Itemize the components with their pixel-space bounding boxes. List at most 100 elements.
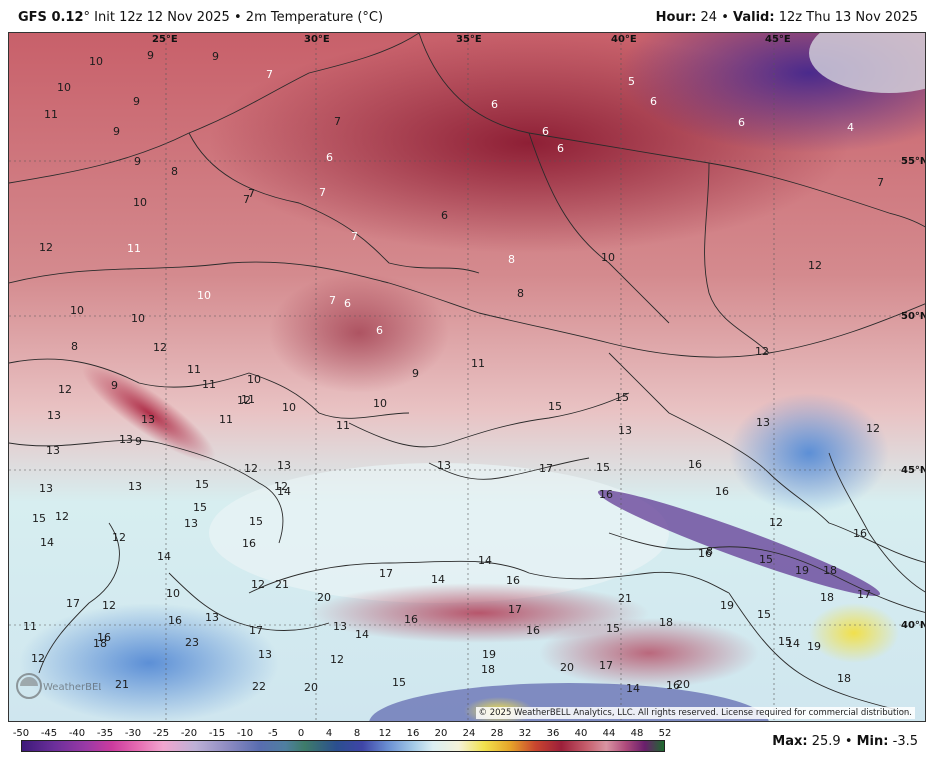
temperature-label: 13 — [184, 517, 198, 530]
temperature-label: 10 — [70, 304, 84, 317]
separator: • — [844, 734, 853, 749]
hour-label: Hour: — [655, 10, 697, 25]
temperature-label: 12 — [102, 599, 116, 612]
temperature-label: 12 — [58, 383, 72, 396]
model-name: GFS 0.12 — [18, 10, 84, 25]
temperature-label: 13 — [437, 459, 451, 472]
temperature-label: 8 — [508, 253, 515, 266]
temperature-label: 16 — [698, 547, 712, 560]
temperature-label: 20 — [676, 678, 690, 691]
temperature-label: 17 — [66, 597, 80, 610]
temperature-label: 21 — [275, 578, 289, 591]
black-sea-field — [209, 463, 669, 603]
temperature-label: 15 — [249, 515, 263, 528]
temperature-label: 12 — [330, 653, 344, 666]
temperature-label: 16 — [506, 574, 520, 587]
temperature-label: 12 — [55, 510, 69, 523]
temperature-label: 20 — [560, 661, 574, 674]
temperature-label: 16 — [666, 679, 680, 692]
temperature-label: 11 — [471, 357, 485, 370]
temperature-label: 6 — [557, 142, 564, 155]
anatolia-warm-region — [309, 583, 649, 643]
temperature-label: 13 — [47, 409, 61, 422]
temperature-label: 16 — [168, 614, 182, 627]
temperature-label: 17 — [379, 567, 393, 580]
max-min-readout: Max: 25.9 • Min: -3.5 — [772, 734, 918, 749]
temperature-label: 12 — [251, 578, 265, 591]
scale-tick: 4 — [325, 728, 333, 739]
scale-tick: 44 — [602, 728, 616, 739]
temperature-label: 14 — [786, 637, 800, 650]
temperature-label: 9 — [113, 125, 120, 138]
temperature-label: 11 — [241, 393, 255, 406]
color-scale: -50 -45 -40 -35 -30 -25 -20 -15 -10 -5 0 4 8 12 16 20 24… — [0, 724, 935, 768]
max-label: Max: — [772, 734, 808, 749]
scale-tick: -40 — [68, 728, 86, 739]
temperature-label: 9 — [412, 367, 419, 380]
temperature-label: 16 — [404, 613, 418, 626]
temperature-label: 17 — [599, 659, 613, 672]
temperature-label: 19 — [807, 640, 821, 653]
scale-tick: 24 — [462, 728, 476, 739]
min-label: Min: — [856, 734, 889, 749]
temperature-label: 18 — [93, 637, 107, 650]
temperature-label: 10 — [89, 55, 103, 68]
min-value: -3.5 — [892, 734, 918, 749]
warm-region-central — [269, 273, 449, 393]
max-value: 25.9 — [811, 734, 841, 749]
temperature-label: 8 — [517, 287, 524, 300]
temperature-label: 12 — [237, 394, 251, 407]
temperature-label: 12 — [769, 516, 783, 529]
temperature-label: 18 — [659, 616, 673, 629]
temperature-label: 12 — [808, 259, 822, 272]
temperature-label: 6 — [542, 125, 549, 138]
country-borders — [9, 33, 925, 714]
temperature-label: 13 — [205, 611, 219, 624]
temperature-label: 14 — [157, 550, 171, 563]
temperature-label: 9 — [133, 95, 140, 108]
temperature-label: 5 — [628, 75, 635, 88]
temperature-label: 4 — [847, 121, 854, 134]
temperature-label: 13 — [618, 424, 632, 437]
temperature-label: 11 — [44, 108, 58, 121]
temperature-label: 11 — [127, 242, 141, 255]
temperature-label: 13 — [128, 480, 142, 493]
temperature-label: 6 — [326, 151, 333, 164]
weatherbell-logo: WeatherBELL — [15, 671, 101, 701]
temperature-label: 16 — [242, 537, 256, 550]
temperature-label: 23 — [185, 636, 199, 649]
temperature-label: 15 — [606, 622, 620, 635]
temperature-label: 12 — [112, 531, 126, 544]
scale-tick: -10 — [236, 728, 254, 739]
temperature-label: 15 — [596, 461, 610, 474]
temperature-label: 14 — [431, 573, 445, 586]
temperature-label: 16 — [526, 624, 540, 637]
scale-tick: -20 — [180, 728, 198, 739]
temperature-label: 13 — [258, 648, 272, 661]
temperature-label: 7 — [266, 68, 273, 81]
scale-tick: -50 — [12, 728, 30, 739]
scale-tick: 52 — [658, 728, 672, 739]
temperature-label: 19 — [795, 564, 809, 577]
hour-value: 24 — [700, 10, 718, 25]
scale-tick: 8 — [353, 728, 361, 739]
temperature-label: 10 — [373, 397, 387, 410]
temperature-label: 19 — [720, 599, 734, 612]
temperature-label: 16 — [599, 488, 613, 501]
temperature-label: 6 — [376, 324, 383, 337]
caucasus-cold-band — [597, 490, 881, 596]
temperature-label: 7 — [334, 115, 341, 128]
scale-tick: 16 — [406, 728, 420, 739]
temperature-label: 16 — [688, 458, 702, 471]
temperature-label: 12 — [153, 341, 167, 354]
temperature-label: 18 — [837, 672, 851, 685]
scale-tick: 32 — [518, 728, 532, 739]
temperature-label: 10 — [133, 196, 147, 209]
temperature-map[interactable]: 25°E 30°E 35°E 40°E 45°E 55°N 50°N 45°N … — [8, 32, 926, 722]
lon-label: 25°E — [152, 34, 178, 45]
title-right: Hour: 24 • Valid: 12z Thu 13 Nov 2025 — [656, 10, 918, 25]
scale-tick: -15 — [208, 728, 226, 739]
temperature-label: 15 — [757, 608, 771, 621]
lon-label: 45°E — [765, 34, 791, 45]
temperature-label: 14 — [478, 554, 492, 567]
